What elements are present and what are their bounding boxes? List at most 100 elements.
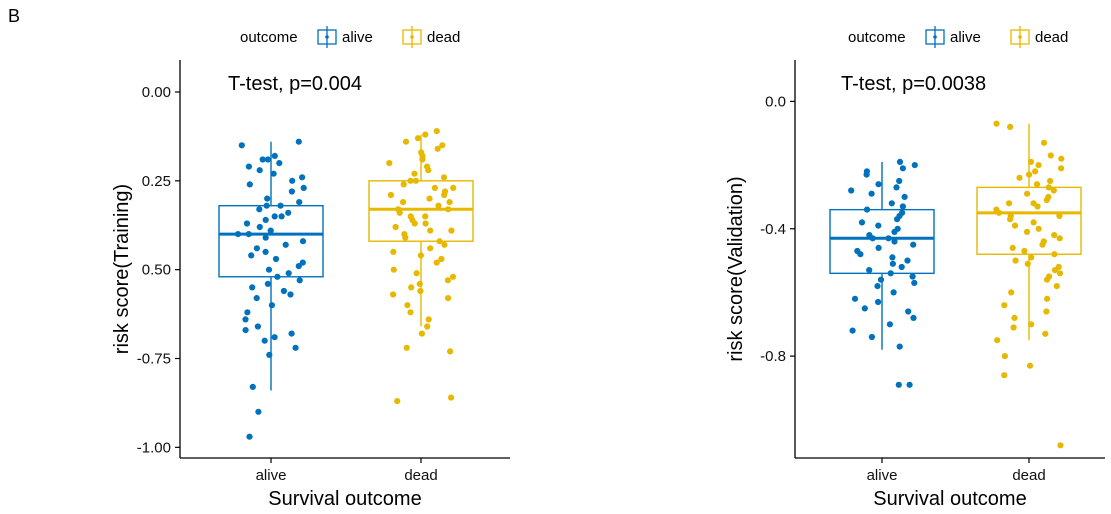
x-axis-title: Survival outcome: [268, 488, 421, 510]
data-point: [438, 255, 445, 263]
data-point: [445, 295, 452, 302]
data-point: [245, 231, 252, 238]
data-point: [1043, 197, 1050, 204]
legend-title: outcome: [848, 29, 906, 46]
data-point: [905, 308, 912, 315]
data-point: [1030, 219, 1037, 226]
data-point: [254, 323, 261, 330]
data-point: [408, 284, 415, 291]
y-tick-label: 0.25: [142, 173, 171, 190]
box-iqr: [829, 208, 935, 275]
data-point: [1034, 203, 1041, 210]
data-point: [386, 160, 393, 167]
data-point: [891, 228, 898, 235]
data-point: [1056, 270, 1064, 277]
data-point: [407, 309, 414, 316]
box-dead: [976, 120, 1082, 449]
data-point: [896, 343, 903, 350]
data-point: [1057, 442, 1064, 449]
x-tick-label: alive: [867, 467, 898, 484]
data-point: [276, 160, 283, 167]
x-axis-title: Survival outcome: [873, 488, 1026, 510]
data-point: [1027, 158, 1035, 165]
y-tick-label: -0.4: [760, 221, 786, 238]
data-point: [877, 276, 885, 283]
data-point: [901, 193, 908, 200]
chart-panel-1: outcome alive dead 0.00 0.25 0.50 -0.75 -1.00 al…: [111, 26, 510, 510]
y-tick-label: -1.00: [137, 439, 171, 456]
ttest-annotation: T-test, p=0.0038: [841, 73, 986, 95]
data-point: [1001, 372, 1008, 379]
data-point: [891, 238, 898, 245]
data-point: [392, 223, 399, 231]
data-point: [411, 220, 418, 227]
data-point: [890, 289, 897, 296]
data-point: [246, 181, 253, 188]
data-point: [994, 337, 1001, 344]
data-point: [277, 202, 284, 209]
data-point: [264, 280, 271, 287]
ttest-annotation: T-test, p=0.004: [228, 73, 362, 95]
data-point: [295, 263, 302, 270]
data-point: [296, 199, 303, 206]
data-point: [242, 327, 249, 334]
data-point: [299, 259, 306, 266]
data-point: [1040, 139, 1048, 146]
data-point: [1026, 362, 1034, 369]
data-point: [1056, 235, 1063, 242]
data-point: [266, 351, 273, 358]
chart-panel-2: outcome alive dead 0.0 -0.4 -0.8 alive dead Surv…: [725, 26, 1105, 510]
legend-title: outcome: [240, 29, 298, 46]
data-point: [1028, 321, 1035, 328]
data-point: [446, 199, 453, 206]
data-point: [234, 231, 242, 238]
data-point: [874, 283, 881, 290]
data-point: [259, 156, 266, 163]
data-point: [274, 273, 281, 280]
data-point: [1043, 308, 1050, 315]
data-point: [394, 398, 401, 405]
data-point: [422, 131, 429, 138]
data-point: [863, 171, 870, 178]
data-point: [426, 195, 433, 202]
data-point: [1024, 190, 1031, 197]
data-point: [253, 245, 260, 252]
data-point: [911, 279, 918, 286]
data-point: [238, 142, 245, 149]
data-point: [1056, 212, 1063, 220]
legend-label-dead: dead: [1035, 29, 1068, 46]
data-point: [407, 177, 414, 184]
data-point: [271, 152, 278, 159]
data-point: [387, 191, 394, 199]
y-tick-label: 0.50: [142, 262, 171, 279]
data-point: [1001, 302, 1008, 309]
data-point: [262, 234, 269, 241]
data-point: [851, 295, 859, 302]
y-tick-label: 0.00: [142, 84, 171, 101]
data-point: [896, 158, 904, 165]
data-point: [434, 145, 441, 152]
data-point: [1051, 267, 1059, 274]
data-point: [264, 156, 271, 163]
data-point: [449, 273, 457, 280]
data-point: [1033, 181, 1041, 188]
data-point: [1050, 187, 1057, 194]
data-point: [419, 156, 426, 163]
data-point: [861, 305, 868, 312]
data-point: [1011, 314, 1018, 321]
data-point: [245, 163, 252, 170]
data-point: [282, 241, 289, 248]
data-point: [888, 200, 895, 207]
data-point: [416, 280, 423, 287]
legend-label-alive: alive: [342, 29, 373, 46]
data-point: [418, 330, 425, 337]
data-point: [413, 270, 420, 277]
data-point: [262, 248, 269, 255]
data-point: [911, 162, 918, 169]
data-point: [1053, 283, 1060, 290]
data-point: [441, 241, 448, 248]
data-point: [1021, 247, 1028, 255]
x-tick-label: dead: [404, 467, 437, 484]
legend-key-dead: [402, 26, 422, 48]
data-point: [1028, 254, 1035, 261]
